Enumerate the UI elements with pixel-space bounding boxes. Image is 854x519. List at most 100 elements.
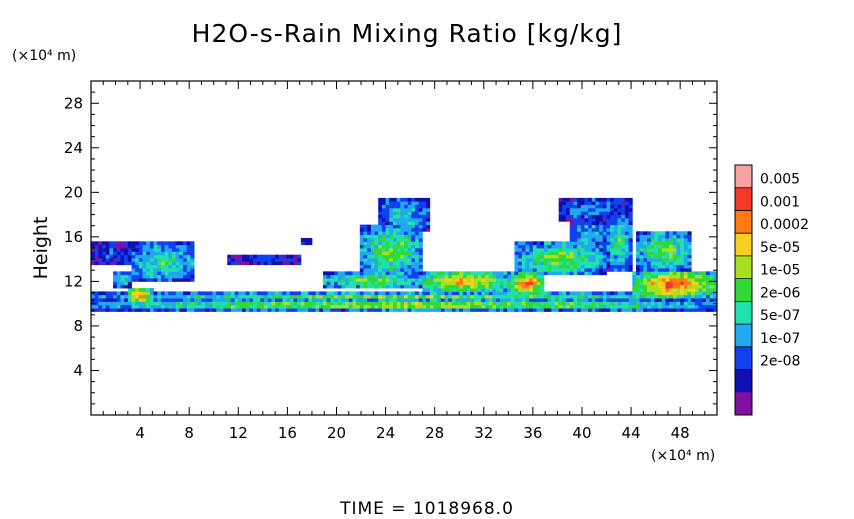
heatmap-cell [610, 241, 615, 246]
heatmap-cell [142, 251, 147, 256]
heatmap-cell [687, 288, 692, 292]
heatmap-cell [543, 261, 549, 266]
heatmap-cell [669, 244, 674, 249]
heatmap-cell [558, 261, 563, 266]
heatmap-cell [124, 294, 129, 299]
heatmap-cell [131, 308, 136, 312]
heatmap-cell [643, 274, 648, 279]
heatmap-cell [580, 217, 585, 222]
heatmap-cell [396, 237, 401, 242]
heatmap-cell [142, 264, 147, 269]
heatmap-cell [127, 271, 132, 276]
heatmap-cell [610, 251, 615, 256]
heatmap-cell [621, 258, 626, 262]
heatmap-cell [172, 308, 177, 312]
heatmap-cell [606, 241, 611, 246]
heatmap-cell [683, 298, 688, 302]
heatmap-cell [102, 294, 107, 299]
heatmap-cell [164, 261, 169, 266]
heatmap-cell [98, 298, 103, 302]
heatmap-cell [297, 308, 302, 312]
colorbar-swatch [735, 233, 752, 257]
heatmap-cell [102, 298, 107, 302]
heatmap-cell [418, 258, 423, 262]
y-tick-label: 28 [64, 94, 83, 112]
heatmap-cell [573, 237, 578, 242]
heatmap-cell [157, 308, 162, 312]
heatmap-cell [577, 214, 582, 219]
heatmap-cell [643, 234, 648, 239]
heatmap-cell [422, 211, 427, 215]
heatmap-cell [113, 258, 118, 262]
heatmap-cell [462, 281, 467, 286]
heatmap-cell [385, 221, 390, 226]
heatmap-cell [654, 281, 659, 286]
heatmap-cell [518, 264, 523, 269]
heatmap-cell [363, 271, 368, 276]
heatmap-cell [253, 304, 258, 309]
heatmap-cell [580, 294, 585, 299]
heatmap-cell [102, 261, 107, 266]
heatmap-cell [661, 258, 666, 262]
heatmap-cell [297, 254, 302, 259]
heatmap-cell [91, 304, 96, 309]
heatmap-cell [584, 298, 589, 302]
heatmap-cell [337, 278, 342, 282]
heatmap-cell [687, 268, 692, 272]
heatmap-cell [426, 201, 431, 205]
heatmap-cell [179, 291, 184, 296]
heatmap-cell [216, 294, 221, 299]
heatmap-cell [554, 258, 560, 262]
heatmap-cell [448, 294, 453, 299]
heatmap-cell [227, 291, 232, 296]
heatmap-cell [680, 248, 685, 252]
heatmap-cell [584, 258, 589, 262]
heatmap-cell [547, 268, 552, 272]
heatmap-cell [381, 291, 386, 296]
heatmap-cell [621, 241, 626, 246]
heatmap-cell [392, 197, 398, 202]
heatmap-cell [374, 258, 379, 262]
heatmap-cell [624, 201, 630, 205]
heatmap-cell [669, 281, 674, 286]
heatmap-cell [672, 291, 677, 296]
heatmap-cell [164, 258, 169, 262]
heatmap-cell [473, 284, 479, 289]
heatmap-cell [418, 284, 423, 289]
heatmap-cell [687, 248, 692, 252]
heatmap-cell [146, 241, 151, 246]
heatmap-cell [392, 207, 398, 212]
heatmap-cell [525, 264, 530, 269]
heatmap-cell [411, 214, 416, 219]
heatmap-cell [635, 251, 641, 256]
heatmap-cell [98, 301, 103, 306]
heatmap-cell [164, 254, 169, 259]
heatmap-cell [120, 281, 125, 286]
heatmap-cell [429, 294, 434, 299]
heatmap-cell [540, 261, 545, 266]
heatmap-cell [348, 284, 353, 289]
heatmap-cell [621, 301, 626, 306]
heatmap-cell [385, 231, 390, 236]
heatmap-cell [120, 274, 125, 279]
heatmap-cell [525, 278, 530, 282]
heatmap-cell [676, 237, 681, 242]
heatmap-cell [554, 241, 560, 246]
heatmap-cell [562, 204, 567, 209]
heatmap-cell [691, 291, 696, 296]
heatmap-cell [437, 301, 442, 306]
heatmap-cell [591, 237, 596, 242]
heatmap-cell [385, 254, 390, 259]
heatmap-cell [562, 207, 567, 212]
heatmap-cell [98, 251, 103, 256]
heatmap-cell [599, 291, 604, 296]
heatmap-cell [635, 278, 641, 282]
heatmap-cell [396, 278, 401, 282]
heatmap-cell [665, 291, 670, 296]
heatmap-cell [554, 251, 560, 256]
heatmap-cell [172, 251, 177, 256]
heatmap-cell [617, 204, 622, 209]
heatmap-cell [186, 301, 191, 306]
heatmap-cell [676, 284, 681, 289]
